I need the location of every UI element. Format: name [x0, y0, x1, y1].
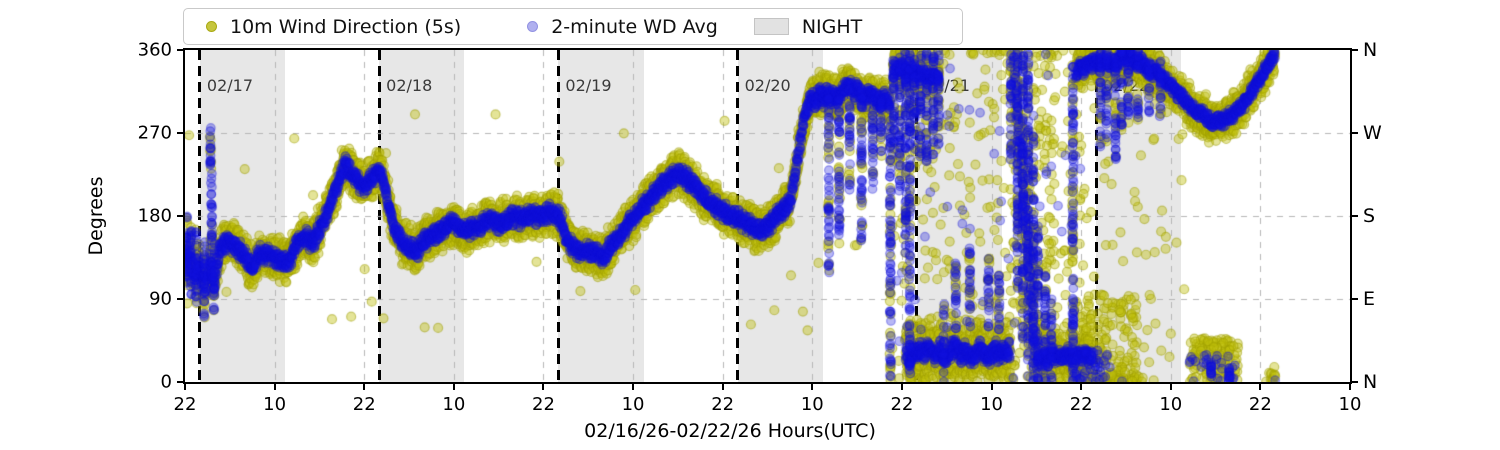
compass-label: S	[1363, 205, 1376, 227]
x-tick-label: 22	[1069, 394, 1093, 415]
x-tick-label: 22	[352, 394, 376, 415]
legend: 10m Wind Direction (5s) 2-minute WD Avg …	[183, 8, 963, 45]
y-tick-mark	[177, 132, 185, 134]
yellow-dot-marker-icon	[206, 21, 217, 32]
x-tick-label: 10	[1159, 394, 1183, 415]
x-tick-label: 10	[1338, 394, 1362, 415]
y-tick-label: 90	[149, 288, 172, 310]
x-tick-label: 10	[621, 394, 645, 415]
x-tick-label: 22	[173, 394, 197, 415]
y-tick-mark	[177, 215, 185, 217]
y-axis-title: Degrees	[85, 176, 107, 256]
x-tick-mark	[452, 382, 455, 390]
x-tick-mark	[1080, 382, 1083, 390]
x-tick-mark	[1259, 382, 1262, 390]
x-tick-mark	[542, 382, 545, 390]
x-tick-mark	[811, 382, 814, 390]
y-tick-mark	[177, 49, 185, 51]
legend-item-wd-avg: 2-minute WD Avg	[527, 16, 718, 38]
compass-label: N	[1363, 371, 1378, 393]
scatter-canvas	[185, 50, 1350, 382]
x-tick-mark	[273, 382, 276, 390]
y-tick-label: 180	[137, 205, 172, 227]
x-axis-title: 02/16/26-02/22/26 Hours(UTC)	[584, 420, 876, 442]
x-tick-label: 22	[890, 394, 914, 415]
x-tick-mark	[184, 382, 186, 390]
night-swatch-icon	[753, 18, 789, 35]
y-tick-label: 270	[137, 122, 172, 144]
x-tick-mark	[1169, 382, 1172, 390]
compass-label: W	[1363, 122, 1382, 144]
y-tick-mark-right	[1350, 49, 1358, 51]
blue-dot-marker-icon	[527, 21, 539, 32]
x-tick-mark	[990, 382, 993, 390]
y-tick-mark	[177, 298, 185, 300]
y-tick-mark-right	[1350, 381, 1358, 383]
x-tick-mark	[632, 382, 635, 390]
x-tick-label: 22	[711, 394, 735, 415]
compass-label: E	[1363, 288, 1376, 310]
x-tick-mark	[363, 382, 366, 390]
legend-item-night: NIGHT	[753, 15, 863, 38]
y-tick-mark-right	[1350, 298, 1358, 300]
legend-item-wind-direction: 10m Wind Direction (5s)	[206, 16, 461, 38]
y-tick-mark-right	[1350, 215, 1358, 217]
compass-label: N	[1363, 39, 1378, 61]
x-tick-mark	[900, 382, 903, 390]
y-tick-label: 0	[160, 371, 172, 393]
x-tick-label: 10	[442, 394, 466, 415]
x-tick-label: 22	[532, 394, 555, 415]
x-tick-label: 10	[263, 394, 287, 415]
y-tick-label: 360	[137, 39, 172, 61]
x-tick-label: 10	[800, 394, 824, 415]
y-tick-mark-right	[1350, 132, 1358, 134]
x-tick-mark	[721, 382, 724, 390]
legend-label-night: NIGHT	[801, 15, 863, 38]
legend-label-wind-direction: 10m Wind Direction (5s)	[230, 15, 462, 38]
x-tick-label: 22	[1248, 394, 1272, 415]
legend-label-wd-avg: 2-minute WD Avg	[551, 15, 718, 38]
x-tick-mark	[1349, 382, 1351, 390]
x-tick-label: 10	[980, 394, 1003, 415]
y-tick-mark	[177, 381, 185, 383]
